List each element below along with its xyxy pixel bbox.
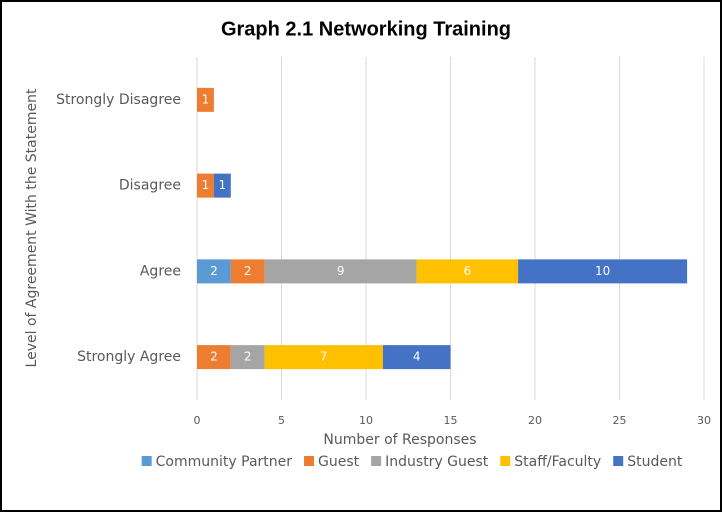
data-label: 1 — [202, 92, 210, 106]
y-tick-label: Strongly Disagree — [56, 92, 181, 108]
data-label: 2 — [210, 350, 218, 364]
y-tick-label: Agree — [140, 263, 181, 279]
legend-swatch — [613, 456, 624, 466]
x-tick-label: 20 — [528, 414, 542, 427]
x-tick-label: 25 — [613, 414, 627, 427]
data-label: 2 — [244, 350, 252, 364]
bar-segment — [230, 259, 265, 284]
data-label: 7 — [320, 350, 328, 364]
legend-label: Industry Guest — [385, 454, 489, 470]
data-label: 1 — [202, 178, 210, 192]
bar-segment — [197, 173, 214, 198]
y-tick-label: Disagree — [119, 178, 181, 194]
y-tick-label: Strongly Agree — [77, 349, 181, 365]
bar-segment — [197, 87, 214, 112]
bar-segment — [230, 345, 265, 370]
legend-label: Guest — [318, 454, 360, 470]
legend-label: Community Partner — [156, 454, 293, 470]
data-label: 1 — [219, 178, 227, 192]
data-label: 9 — [337, 264, 345, 278]
data-label: 10 — [595, 264, 610, 278]
bar-segment — [213, 173, 231, 198]
data-label: 2 — [210, 264, 218, 278]
bar-segment — [382, 345, 451, 370]
bar-segment — [197, 345, 231, 370]
x-tick-label: 30 — [697, 414, 711, 427]
bar-segment — [416, 259, 519, 284]
x-tick-label: 5 — [278, 414, 285, 427]
legend-label: Staff/Faculty — [514, 454, 601, 470]
legend-swatch — [371, 456, 382, 466]
legend-swatch — [141, 456, 152, 466]
bar-segment — [264, 345, 383, 370]
x-axis-title: Number of Responses — [323, 432, 476, 448]
bar-segment — [264, 259, 417, 284]
data-label: 2 — [244, 264, 252, 278]
legend-label: Student — [627, 454, 683, 470]
x-tick-label: 15 — [444, 414, 458, 427]
bar-segment — [518, 259, 688, 284]
x-tick-label: 0 — [194, 414, 201, 427]
x-tick-label: 10 — [359, 414, 373, 427]
y-axis-title: Level of Agreement With the Statement — [24, 88, 40, 367]
chart-title: Graph 2.1 Networking Training — [221, 18, 511, 40]
bar-segment — [197, 259, 231, 284]
data-label: 6 — [464, 264, 472, 278]
legend-swatch — [304, 456, 315, 466]
data-label: 4 — [413, 350, 421, 364]
legend-swatch — [500, 456, 511, 466]
